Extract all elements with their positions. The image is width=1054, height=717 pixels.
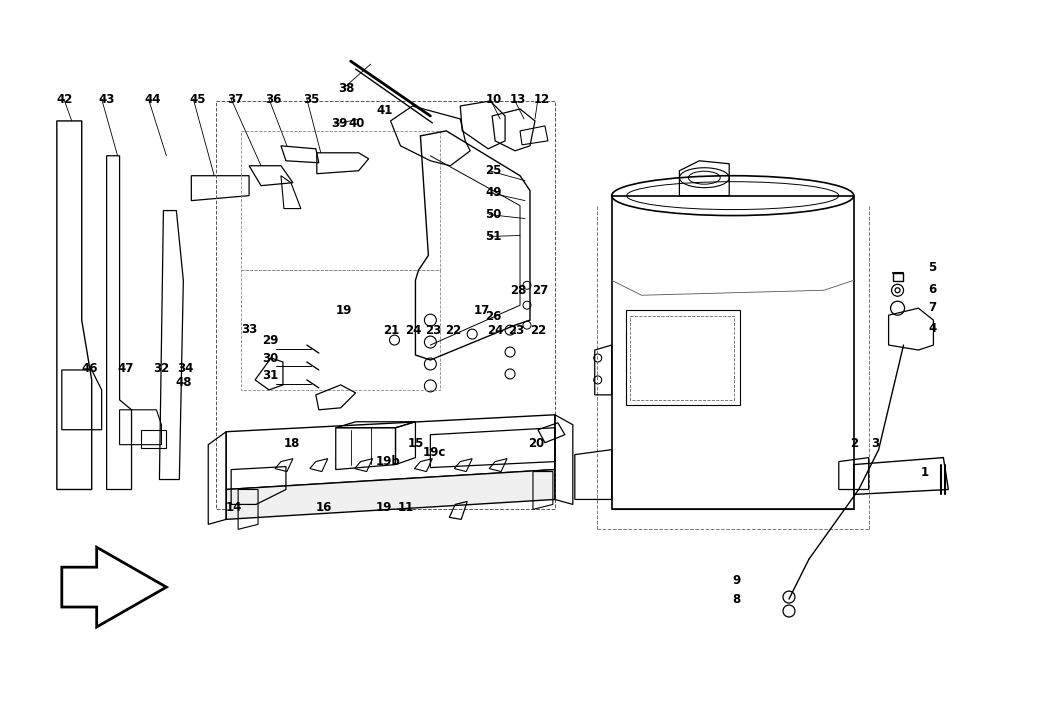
Text: 22: 22 bbox=[530, 323, 546, 336]
Text: 21: 21 bbox=[384, 323, 399, 336]
Text: 13: 13 bbox=[510, 92, 526, 105]
Text: 50: 50 bbox=[485, 208, 502, 221]
Text: 9: 9 bbox=[733, 574, 741, 587]
Text: 43: 43 bbox=[99, 92, 115, 105]
Text: 47: 47 bbox=[118, 363, 134, 376]
Text: 31: 31 bbox=[262, 369, 278, 382]
Text: 32: 32 bbox=[154, 363, 170, 376]
Bar bbox=[141, 429, 167, 447]
Text: 29: 29 bbox=[262, 333, 278, 346]
Text: 46: 46 bbox=[82, 363, 98, 376]
Text: 45: 45 bbox=[190, 92, 206, 105]
Text: 6: 6 bbox=[929, 282, 937, 296]
Text: 51: 51 bbox=[485, 230, 502, 243]
Text: 49: 49 bbox=[485, 186, 502, 199]
Text: 41: 41 bbox=[376, 105, 393, 118]
Text: 15: 15 bbox=[408, 437, 424, 450]
Text: 16: 16 bbox=[316, 501, 332, 514]
Text: 19b: 19b bbox=[375, 455, 401, 468]
Text: 26: 26 bbox=[485, 310, 502, 323]
Text: 23: 23 bbox=[426, 323, 442, 336]
Polygon shape bbox=[227, 414, 554, 490]
Text: 38: 38 bbox=[337, 82, 354, 95]
Text: 37: 37 bbox=[228, 92, 243, 105]
Text: 14: 14 bbox=[227, 501, 242, 514]
Text: 7: 7 bbox=[929, 300, 937, 314]
Text: 48: 48 bbox=[175, 376, 192, 389]
Text: 35: 35 bbox=[302, 92, 319, 105]
Text: 19c: 19c bbox=[423, 446, 446, 459]
Bar bbox=[626, 310, 740, 405]
Text: 11: 11 bbox=[397, 501, 414, 514]
Text: 12: 12 bbox=[534, 92, 550, 105]
Text: 30: 30 bbox=[262, 351, 278, 364]
Text: 33: 33 bbox=[241, 323, 257, 336]
Text: 36: 36 bbox=[265, 92, 281, 105]
Text: 18: 18 bbox=[284, 437, 300, 450]
Text: 28: 28 bbox=[510, 284, 526, 297]
Text: 44: 44 bbox=[144, 92, 161, 105]
Text: 1: 1 bbox=[920, 466, 929, 479]
Text: 4: 4 bbox=[929, 322, 937, 335]
Text: 17: 17 bbox=[473, 304, 489, 317]
Text: 19: 19 bbox=[375, 501, 392, 514]
Text: 24: 24 bbox=[406, 323, 422, 336]
Text: 42: 42 bbox=[57, 92, 73, 105]
Text: 25: 25 bbox=[485, 164, 502, 177]
Text: 24: 24 bbox=[487, 323, 504, 336]
Text: 5: 5 bbox=[929, 261, 937, 274]
Text: 27: 27 bbox=[532, 284, 548, 297]
Bar bbox=[893, 273, 902, 281]
Text: 8: 8 bbox=[733, 592, 741, 606]
Text: 39: 39 bbox=[331, 118, 347, 130]
Polygon shape bbox=[62, 547, 167, 627]
Text: 34: 34 bbox=[177, 363, 194, 376]
Text: 40: 40 bbox=[349, 118, 365, 130]
Text: 2: 2 bbox=[850, 437, 858, 450]
Polygon shape bbox=[227, 470, 554, 519]
Text: 20: 20 bbox=[528, 437, 544, 450]
Text: 10: 10 bbox=[486, 92, 503, 105]
Text: 3: 3 bbox=[872, 437, 880, 450]
Text: 22: 22 bbox=[446, 323, 462, 336]
Text: 23: 23 bbox=[508, 323, 524, 336]
Text: 19: 19 bbox=[336, 304, 352, 317]
